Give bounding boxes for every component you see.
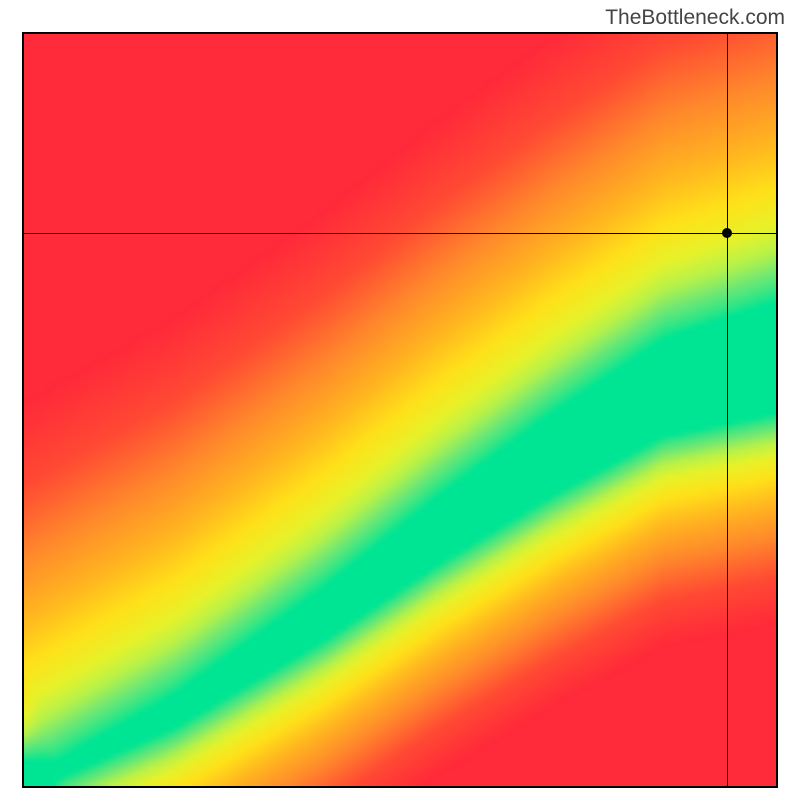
crosshair-horizontal-line [24, 233, 776, 234]
figure-container: TheBottleneck.com [0, 0, 800, 800]
heatmap-plot [22, 32, 778, 788]
heatmap-canvas [24, 34, 776, 786]
watermark-label: TheBottleneck.com [605, 6, 785, 30]
crosshair-vertical-line [727, 34, 728, 786]
